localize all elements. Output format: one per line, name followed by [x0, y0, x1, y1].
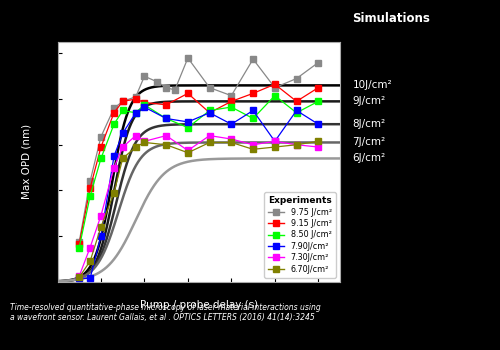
Y-axis label: Max OPD (nm): Max OPD (nm) — [22, 124, 32, 200]
Text: Simulations: Simulations — [352, 12, 430, 25]
Text: 7J/cm²: 7J/cm² — [352, 138, 386, 147]
Text: 6J/cm²: 6J/cm² — [352, 153, 386, 163]
Text: Time-resolved quantitative-phase microscopy of laser-material interactions using: Time-resolved quantitative-phase microsc… — [10, 303, 321, 322]
X-axis label: Pump / probe delay (s): Pump / probe delay (s) — [140, 300, 258, 310]
Text: 10J/cm²: 10J/cm² — [352, 80, 392, 90]
Text: 9J/cm²: 9J/cm² — [352, 96, 386, 106]
Legend: 9.75 J/cm², 9.15 J/cm², 8.50 J/cm², 7.90J/cm², 7.30J/cm², 6.70J/cm²: 9.75 J/cm², 9.15 J/cm², 8.50 J/cm², 7.90… — [264, 192, 336, 278]
Text: 8J/cm²: 8J/cm² — [352, 119, 386, 129]
